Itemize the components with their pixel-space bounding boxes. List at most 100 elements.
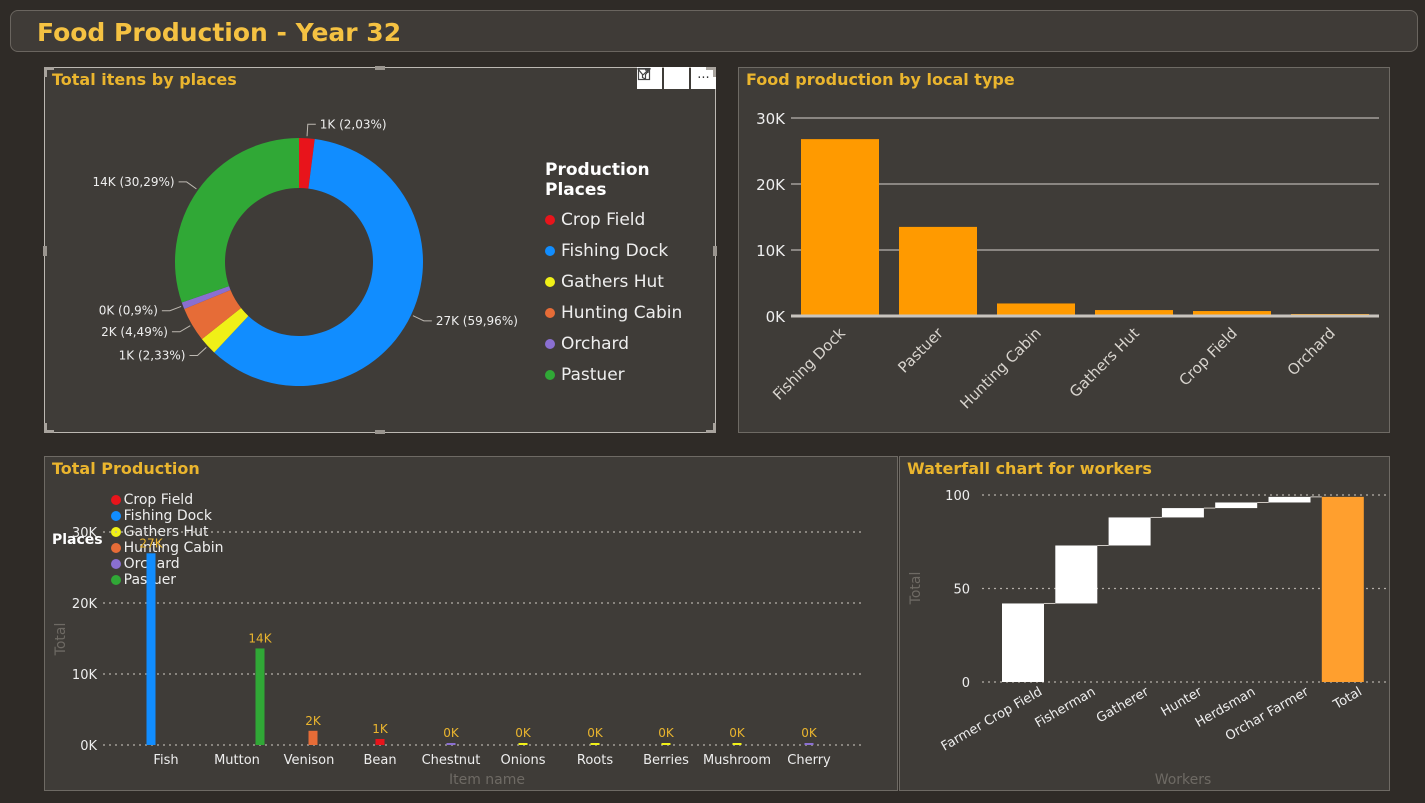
donut-slice-fishing-dock <box>214 139 423 386</box>
legend-dot <box>545 276 555 287</box>
legend-item[interactable]: Pastuer <box>545 359 715 390</box>
y-tick-label: 20K <box>756 176 786 194</box>
bar <box>1193 311 1271 316</box>
resize-handle[interactable] <box>43 246 47 256</box>
leader-line <box>412 315 432 322</box>
waterfall-bar <box>1161 508 1204 518</box>
x-axis-title: Workers <box>1155 772 1212 788</box>
legend-item[interactable]: Orchard <box>545 328 715 359</box>
y-axis-title: Total <box>53 623 69 657</box>
legend-item[interactable]: Gathers Hut <box>545 266 715 297</box>
focus-mode-icon[interactable] <box>637 67 689 89</box>
waterfall-panel[interactable]: Waterfall chart for workers 0 50 100 Total F… <box>899 456 1390 791</box>
bar <box>899 226 977 316</box>
x-tick-label: Fishing Dock <box>769 324 849 404</box>
resize-corner[interactable] <box>44 67 54 77</box>
leader-line <box>189 346 207 356</box>
data-label: 2K <box>305 714 322 728</box>
donut-slice-pastuer <box>175 138 299 303</box>
places-legend: Places Crop Field Fishing Dock Gathers Hut… <box>52 492 231 588</box>
resize-handle[interactable] <box>375 66 385 70</box>
legend-dot <box>110 559 121 569</box>
bar-chart-title: Food production by local type <box>746 70 1015 89</box>
legend-label: Crop Field <box>561 209 646 230</box>
donut-chart: 1K (2,03%) 27K (59,96%) 1K (2,33%) 2K (4,49… <box>93 117 518 386</box>
legend-dot <box>545 338 555 349</box>
bar <box>661 743 671 745</box>
legend-item[interactable]: Fishing Dock <box>110 508 224 524</box>
x-tick-label: Fisherman <box>1033 684 1099 731</box>
bar <box>590 743 600 745</box>
bar <box>446 743 456 745</box>
leader-line <box>306 123 316 137</box>
x-tick-label: Farmer Crop Field <box>939 684 1045 754</box>
data-label: 1K (2,33%) <box>119 348 186 362</box>
leader-line <box>171 325 191 333</box>
legend-item[interactable]: Crop Field <box>110 492 224 508</box>
resize-corner[interactable] <box>44 423 54 433</box>
bar <box>732 743 742 745</box>
donut-chart-panel[interactable]: Total itens by places ··· 1K (2,03%) 27K … <box>43 66 717 434</box>
page-title: Food Production - Year 32 <box>37 18 402 47</box>
legend-label: Gathers Hut <box>561 271 664 292</box>
data-label: 0K <box>729 726 746 740</box>
waterfall-chart: 0 50 100 Total Farmer Crop FieldFishermanGat… <box>908 489 1389 788</box>
x-tick-label: Orchard <box>1284 324 1339 379</box>
waterfall-bar <box>1215 502 1258 509</box>
bar <box>804 743 814 745</box>
resize-corner[interactable] <box>706 67 716 77</box>
data-label: 0K (0,9%) <box>99 304 158 318</box>
x-tick-label: Crop Field <box>1175 324 1240 389</box>
waterfall-title: Waterfall chart for workers <box>907 459 1152 478</box>
donut-slice-orchard <box>181 286 231 310</box>
legend-dot <box>110 511 121 521</box>
legend-item[interactable]: Hunting Cabin <box>545 297 715 328</box>
data-label: 27K <box>139 536 163 550</box>
legend-dot <box>545 245 555 256</box>
legend-label: Gathers Hut <box>123 524 209 540</box>
legend-item[interactable]: Hunting Cabin <box>110 540 224 556</box>
legend-label: Hunting Cabin <box>561 302 683 323</box>
x-tick-label: Roots <box>577 753 613 768</box>
x-tick-label: Hunting Cabin <box>956 324 1044 412</box>
y-tick-label: 0K <box>766 308 787 326</box>
bar <box>375 738 385 745</box>
x-tick-label: Pastuer <box>894 324 947 377</box>
waterfall-bar <box>1002 603 1044 682</box>
legend-item[interactable]: Crop Field <box>545 204 715 235</box>
bar <box>308 730 318 745</box>
places-legend-title: Places <box>52 532 103 548</box>
bar <box>1095 310 1173 316</box>
y-tick-label: 30K <box>756 110 786 128</box>
donut-legend-title: Production Places <box>545 160 650 200</box>
donut-legend: Production Places Crop Field Fishing Dock… <box>545 160 715 390</box>
resize-handle[interactable] <box>713 246 717 256</box>
bar <box>255 648 265 745</box>
x-tick-label: Total <box>1330 684 1365 713</box>
donut-slice-crop-field <box>299 138 315 189</box>
more-options-icon[interactable]: ··· <box>691 67 716 89</box>
total-production-panel[interactable]: Total Production Places Crop Field Fishin… <box>44 456 898 791</box>
data-label: 0K <box>801 726 818 740</box>
bar <box>146 553 156 745</box>
y-tick-label: 10K <box>756 242 786 260</box>
resize-handle[interactable] <box>375 430 385 434</box>
x-tick-label: Gatherer <box>1094 684 1152 726</box>
legend-item[interactable]: Fishing Dock <box>545 235 715 266</box>
legend-label: Orchard <box>561 333 630 354</box>
legend-dot <box>545 369 555 380</box>
legend-label: Crop Field <box>123 492 194 508</box>
bar <box>801 139 879 316</box>
resize-corner[interactable] <box>706 423 716 433</box>
data-label: 14K <box>248 631 272 645</box>
x-tick-label: Gathers Hut <box>1066 324 1143 401</box>
legend-dot <box>545 307 555 318</box>
legend-label: Fishing Dock <box>123 508 212 524</box>
legend-label: Fishing Dock <box>561 240 669 261</box>
local-type-bar-panel[interactable]: Food production by local type 0K 10K 20K 30… <box>738 67 1390 433</box>
leader-line <box>161 305 182 312</box>
y-tick-label: 30K <box>72 526 98 541</box>
waterfall-bar <box>1268 496 1311 503</box>
x-tick-label: Cherry <box>787 753 831 768</box>
data-label: 0K <box>658 726 675 740</box>
